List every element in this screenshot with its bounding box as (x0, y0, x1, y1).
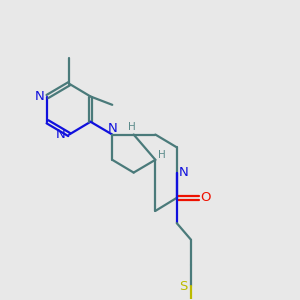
Text: O: O (200, 191, 211, 204)
Text: N: N (107, 122, 117, 134)
Text: S: S (179, 280, 188, 292)
Text: N: N (178, 166, 188, 179)
Text: N: N (34, 90, 44, 103)
Text: H: H (158, 150, 166, 160)
Text: H: H (128, 122, 136, 132)
Text: N: N (56, 128, 66, 141)
